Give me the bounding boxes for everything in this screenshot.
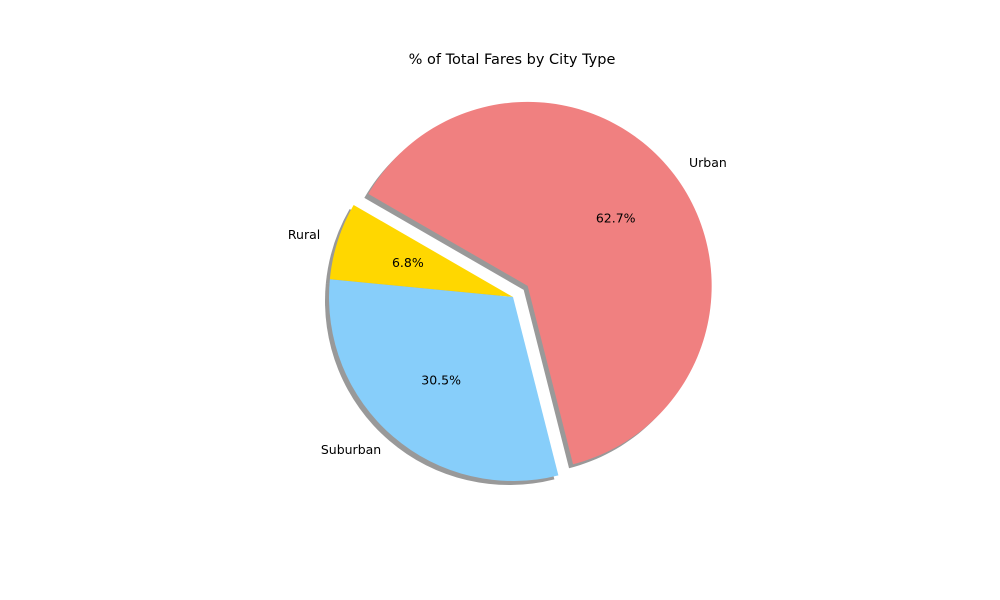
slice-percent-rural: 6.8% [392,255,424,270]
slice-label-urban: Urban [689,155,727,170]
slice-label-suburban: Suburban [321,442,381,457]
slice-percent-urban: 62.7% [596,211,636,226]
chart-title: % of Total Fares by City Type [409,52,616,68]
slice-rural [329,205,513,297]
pie-text-layer: Rural 6.8% Suburban 30.5% Urban 62.7% [288,155,727,457]
slice-urban [368,101,712,465]
slice-percent-suburban: 30.5% [421,372,461,387]
pie-slice-layer [329,101,712,482]
slice-suburban [329,279,559,482]
slice-label-rural: Rural [288,227,320,242]
